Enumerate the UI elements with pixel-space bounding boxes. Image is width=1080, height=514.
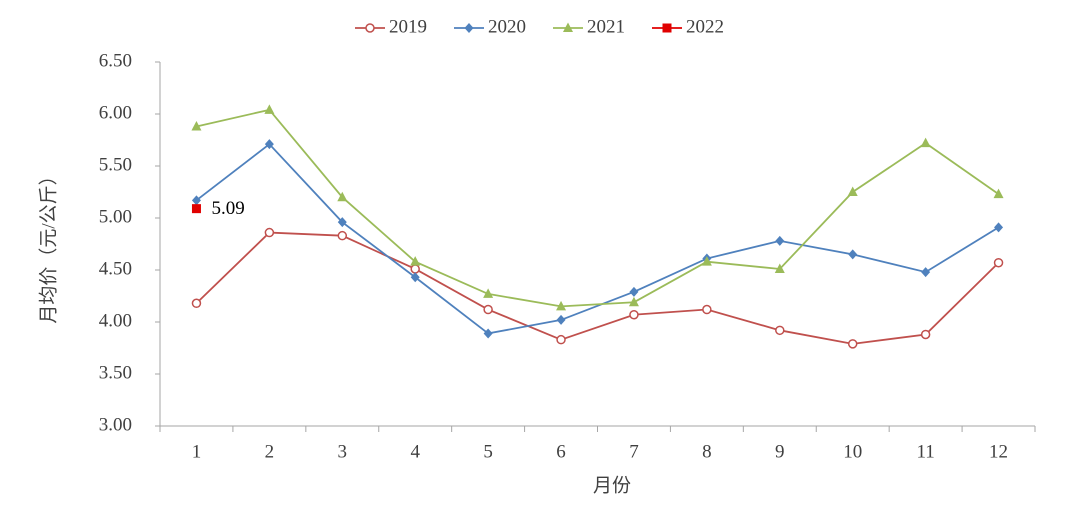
x-tick-label: 1 xyxy=(192,441,202,462)
data-point xyxy=(920,137,931,148)
data-point xyxy=(847,186,858,196)
x-tick-label: 2 xyxy=(265,441,275,462)
y-tick-label: 5.00 xyxy=(99,206,132,227)
x-tick-label: 12 xyxy=(989,441,1008,462)
data-point xyxy=(848,249,858,260)
data-point xyxy=(775,235,785,246)
x-tick-label: 4 xyxy=(410,441,420,462)
series-line xyxy=(196,108,1000,308)
data-point xyxy=(483,304,493,315)
series-line xyxy=(195,142,1000,335)
y-tick-label: 6.50 xyxy=(99,50,132,71)
data-point xyxy=(628,296,639,307)
y-tick-label: 5.50 xyxy=(99,154,132,175)
legend-label: 2021 xyxy=(587,16,625,37)
x-tick-label: 8 xyxy=(702,441,712,462)
data-point xyxy=(191,204,201,214)
legend-marker xyxy=(662,23,672,33)
data-point xyxy=(629,309,639,320)
x-tick-label: 5 xyxy=(483,441,493,462)
x-tick-label: 6 xyxy=(556,441,566,462)
data-point xyxy=(556,300,567,311)
data-point xyxy=(410,272,420,283)
legend-marker xyxy=(464,23,474,33)
x-tick-label: 11 xyxy=(916,441,934,462)
x-tick-label: 7 xyxy=(629,441,639,462)
y-axis-label: 月均价（元/公斤） xyxy=(37,166,59,323)
data-point xyxy=(483,288,494,298)
data-point xyxy=(629,286,639,297)
y-tick-label: 4.00 xyxy=(99,310,132,331)
legend-label: 2020 xyxy=(488,16,526,37)
data-point xyxy=(556,334,566,345)
data-point xyxy=(264,104,275,114)
y-tick-label: 6.00 xyxy=(99,102,132,123)
data-point xyxy=(264,139,274,150)
data-point xyxy=(774,263,785,273)
data-point xyxy=(191,195,201,206)
data-point xyxy=(337,217,347,228)
y-tick-label: 3.00 xyxy=(99,414,132,435)
data-point xyxy=(410,256,421,266)
data-point xyxy=(920,329,931,340)
data-point xyxy=(702,304,712,315)
x-tick-label: 9 xyxy=(775,441,785,462)
data-point xyxy=(994,222,1004,233)
data-point xyxy=(847,339,858,349)
data-label: 5.09 xyxy=(211,198,244,219)
data-point xyxy=(701,256,712,266)
x-axis-label: 月份 xyxy=(593,474,631,496)
y-tick-label: 3.50 xyxy=(99,362,132,383)
data-point xyxy=(410,264,420,274)
legend-label: 2022 xyxy=(686,16,724,37)
data-point xyxy=(337,230,348,241)
x-tick-label: 3 xyxy=(338,441,348,462)
data-point xyxy=(191,298,202,309)
data-point xyxy=(921,267,931,278)
data-point xyxy=(993,188,1004,199)
series-line xyxy=(195,231,1000,345)
legend-label: 2019 xyxy=(389,16,427,37)
data-point xyxy=(775,325,785,336)
data-point xyxy=(483,328,493,339)
y-tick-label: 4.50 xyxy=(99,258,132,279)
legend-marker xyxy=(365,23,375,33)
data-point xyxy=(264,227,275,238)
data-point xyxy=(556,314,566,325)
x-tick-label: 10 xyxy=(843,441,862,462)
data-point xyxy=(191,120,202,131)
data-point xyxy=(993,257,1004,268)
legend-marker xyxy=(563,22,573,32)
data-point xyxy=(337,191,348,202)
